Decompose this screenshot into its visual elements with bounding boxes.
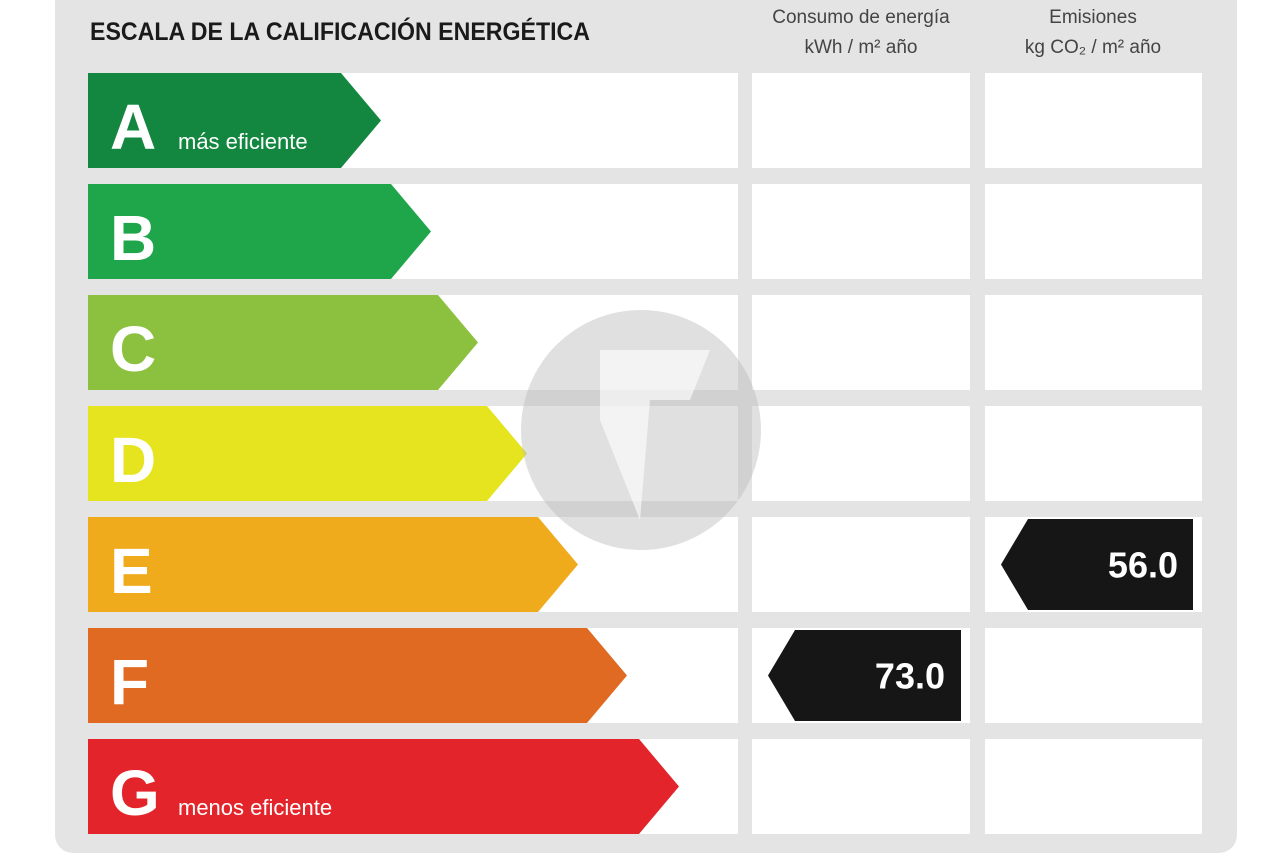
consumption-cell	[752, 406, 970, 501]
rating-caption: más eficiente	[178, 129, 308, 154]
rating-arrow	[88, 73, 381, 168]
value-marker	[1001, 519, 1193, 610]
emissions-cell	[985, 739, 1202, 834]
column-unit: kWh / m² año	[805, 37, 918, 58]
rating-arrow	[88, 517, 578, 612]
rating-letter: A	[110, 91, 156, 163]
emissions-cell	[985, 295, 1202, 390]
rating-arrow	[88, 406, 527, 501]
rating-letter: E	[110, 535, 153, 607]
title: ESCALA DE LA CALIFICACIÓN ENERGÉTICA	[90, 16, 590, 46]
rating-letter: D	[110, 424, 156, 496]
consumption-cell	[752, 517, 970, 612]
rating-letter: G	[110, 757, 160, 829]
consumption-cell	[752, 295, 970, 390]
watermark-logo	[600, 350, 710, 520]
value-marker	[768, 630, 961, 721]
rating-letter: C	[110, 313, 156, 385]
consumption-cell	[752, 739, 970, 834]
column-unit: kg CO₂ / m² año	[1025, 37, 1161, 58]
rating-caption: menos eficiente	[178, 795, 332, 820]
emissions-cell	[985, 73, 1202, 168]
emissions-cell	[985, 184, 1202, 279]
column-header: Emisiones	[1049, 7, 1137, 28]
consumption-value: 73.0	[875, 656, 945, 697]
column-header: Consumo de energía	[772, 7, 950, 28]
rating-arrow	[88, 628, 627, 723]
emissions-cell	[985, 628, 1202, 723]
emissions-cell	[985, 406, 1202, 501]
rating-arrow	[88, 739, 679, 834]
consumption-cell	[752, 184, 970, 279]
rating-arrow	[88, 295, 478, 390]
rating-arrow	[88, 184, 431, 279]
emissions-value: 56.0	[1108, 545, 1178, 586]
rating-letter: B	[110, 202, 156, 274]
rating-letter: F	[110, 646, 149, 718]
consumption-cell	[752, 73, 970, 168]
